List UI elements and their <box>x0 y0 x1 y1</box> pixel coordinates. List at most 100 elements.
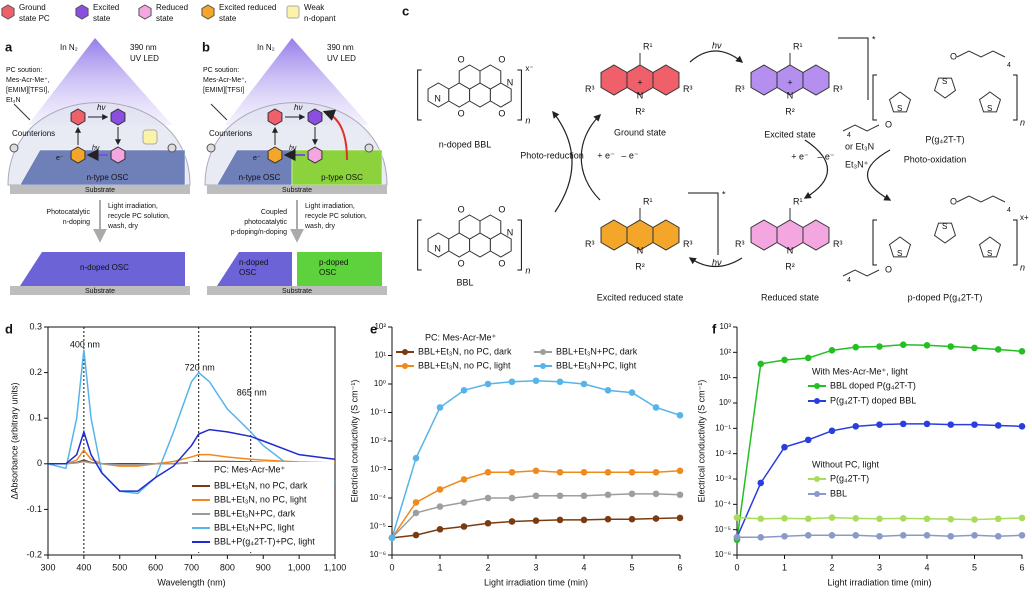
data-point <box>436 486 444 493</box>
film-label: n-type OSC <box>87 173 129 182</box>
data-point <box>828 347 836 354</box>
thiophene-ring <box>888 236 912 258</box>
pc-icon <box>267 146 283 164</box>
glycol-index: 4 <box>847 132 851 139</box>
y-tick-label: 0.1 <box>29 413 42 423</box>
bracket <box>872 74 877 121</box>
step-label: Photocatalytic <box>46 209 90 216</box>
state-label: Excited reduced state <box>597 292 684 302</box>
counterions-label: Counterions <box>209 129 252 138</box>
substituent: R³ <box>735 84 745 94</box>
process-label: Light irradiation, <box>108 203 158 210</box>
data-point <box>994 346 1002 353</box>
pc-icon <box>307 108 323 126</box>
x-axis-label: Wavelength (nm) <box>157 577 225 587</box>
bracket <box>1013 74 1018 121</box>
process-label: recycle PC solution, <box>305 213 367 220</box>
y-tick-label: -0.2 <box>26 549 42 559</box>
legend-marker <box>540 349 546 355</box>
hv-label: hν <box>294 103 302 112</box>
x-tick-label: 5 <box>629 562 634 572</box>
data-point <box>580 492 588 500</box>
data-point <box>923 420 931 428</box>
y-axis-label: Electrical conductivity (S cm⁻¹) <box>349 380 359 503</box>
data-point <box>757 479 765 487</box>
y-tick-label: 10⁰ <box>374 379 386 388</box>
legend-marker <box>814 476 820 482</box>
substituent: R¹ <box>793 196 803 206</box>
y-tick-label: 10⁻² <box>715 449 731 458</box>
panel-label: e <box>370 321 377 336</box>
pc-icon <box>70 146 86 164</box>
data-point <box>971 531 978 539</box>
annotation: 720 nm <box>185 362 215 372</box>
legend-title: PC: Mes-Acr-Me⁺ <box>425 332 497 342</box>
legend-label: P(g₄2T-T) <box>830 473 869 483</box>
data-point <box>828 514 836 521</box>
thiophene-ring <box>933 77 957 99</box>
series-line <box>391 380 681 539</box>
legend-label: Weak <box>304 3 325 12</box>
data-point <box>1018 514 1026 522</box>
data-point <box>899 515 907 522</box>
legend-box <box>188 462 334 552</box>
x-tick-label: 3 <box>877 562 882 572</box>
state-label: Reduced state <box>761 292 819 302</box>
legend-label: state PC <box>19 14 50 23</box>
pc-solution: PC soution: <box>203 67 239 74</box>
doped-film <box>297 252 382 286</box>
data-point <box>947 343 955 350</box>
charge: x+ <box>1020 213 1029 222</box>
molecule-label: p-doped P(g₄2T-T) <box>908 292 983 302</box>
atom: N <box>507 77 514 87</box>
doped-film <box>20 252 185 286</box>
y-axis-label: Electrical conductivity (S cm⁻¹) <box>696 380 706 503</box>
hv-label: hν <box>289 145 297 152</box>
data-point <box>460 499 468 506</box>
acridine-ring <box>652 219 680 251</box>
substituent: R² <box>635 106 645 116</box>
acridine-ring <box>750 219 778 251</box>
y-tick-label: 10³ <box>719 322 731 331</box>
atom: S <box>897 104 902 113</box>
data-point <box>652 404 660 411</box>
glycol-index: 4 <box>1007 207 1011 214</box>
annotation: 865 nm <box>237 387 267 397</box>
data-point <box>604 387 612 394</box>
bbl-arrow <box>552 110 573 213</box>
atom: N <box>787 245 794 255</box>
legend-label: n-dopant <box>304 14 336 23</box>
excited-mark: * <box>722 189 726 199</box>
doped-label: n-doped OSC <box>80 263 129 272</box>
y-tick-label: -0.1 <box>26 504 42 514</box>
counterion <box>9 143 19 153</box>
bracket <box>688 192 719 255</box>
bracket <box>838 37 869 100</box>
electron-label: e⁻ <box>56 155 64 162</box>
data-point <box>412 454 420 462</box>
data-point <box>508 378 516 386</box>
pc-solution: [EMIM][TFSI] <box>203 87 244 94</box>
data-point <box>947 421 955 428</box>
substrate-label: Substrate <box>282 187 312 194</box>
data-point <box>899 341 907 349</box>
substrate <box>207 185 387 194</box>
charge: + <box>637 77 642 87</box>
doped-label: n-doped <box>239 258 268 267</box>
data-point <box>781 443 788 451</box>
charge: x⁻ <box>525 64 533 73</box>
atom: S <box>987 104 992 113</box>
dopant-icon <box>142 129 158 145</box>
hv-label: hν <box>92 145 100 152</box>
process-label: Photo-reduction <box>520 150 584 160</box>
panel-label: a <box>5 39 13 54</box>
data-point <box>757 533 765 541</box>
x-tick-label: 1 <box>437 562 442 572</box>
y-tick-label: 0 <box>37 458 42 468</box>
thiophene-ring <box>933 222 957 244</box>
state-label: Ground state <box>614 127 666 137</box>
counterion <box>206 143 216 153</box>
electron-arrow <box>322 109 348 161</box>
repeat-unit: n <box>1020 117 1025 127</box>
substituent: R³ <box>585 84 595 94</box>
